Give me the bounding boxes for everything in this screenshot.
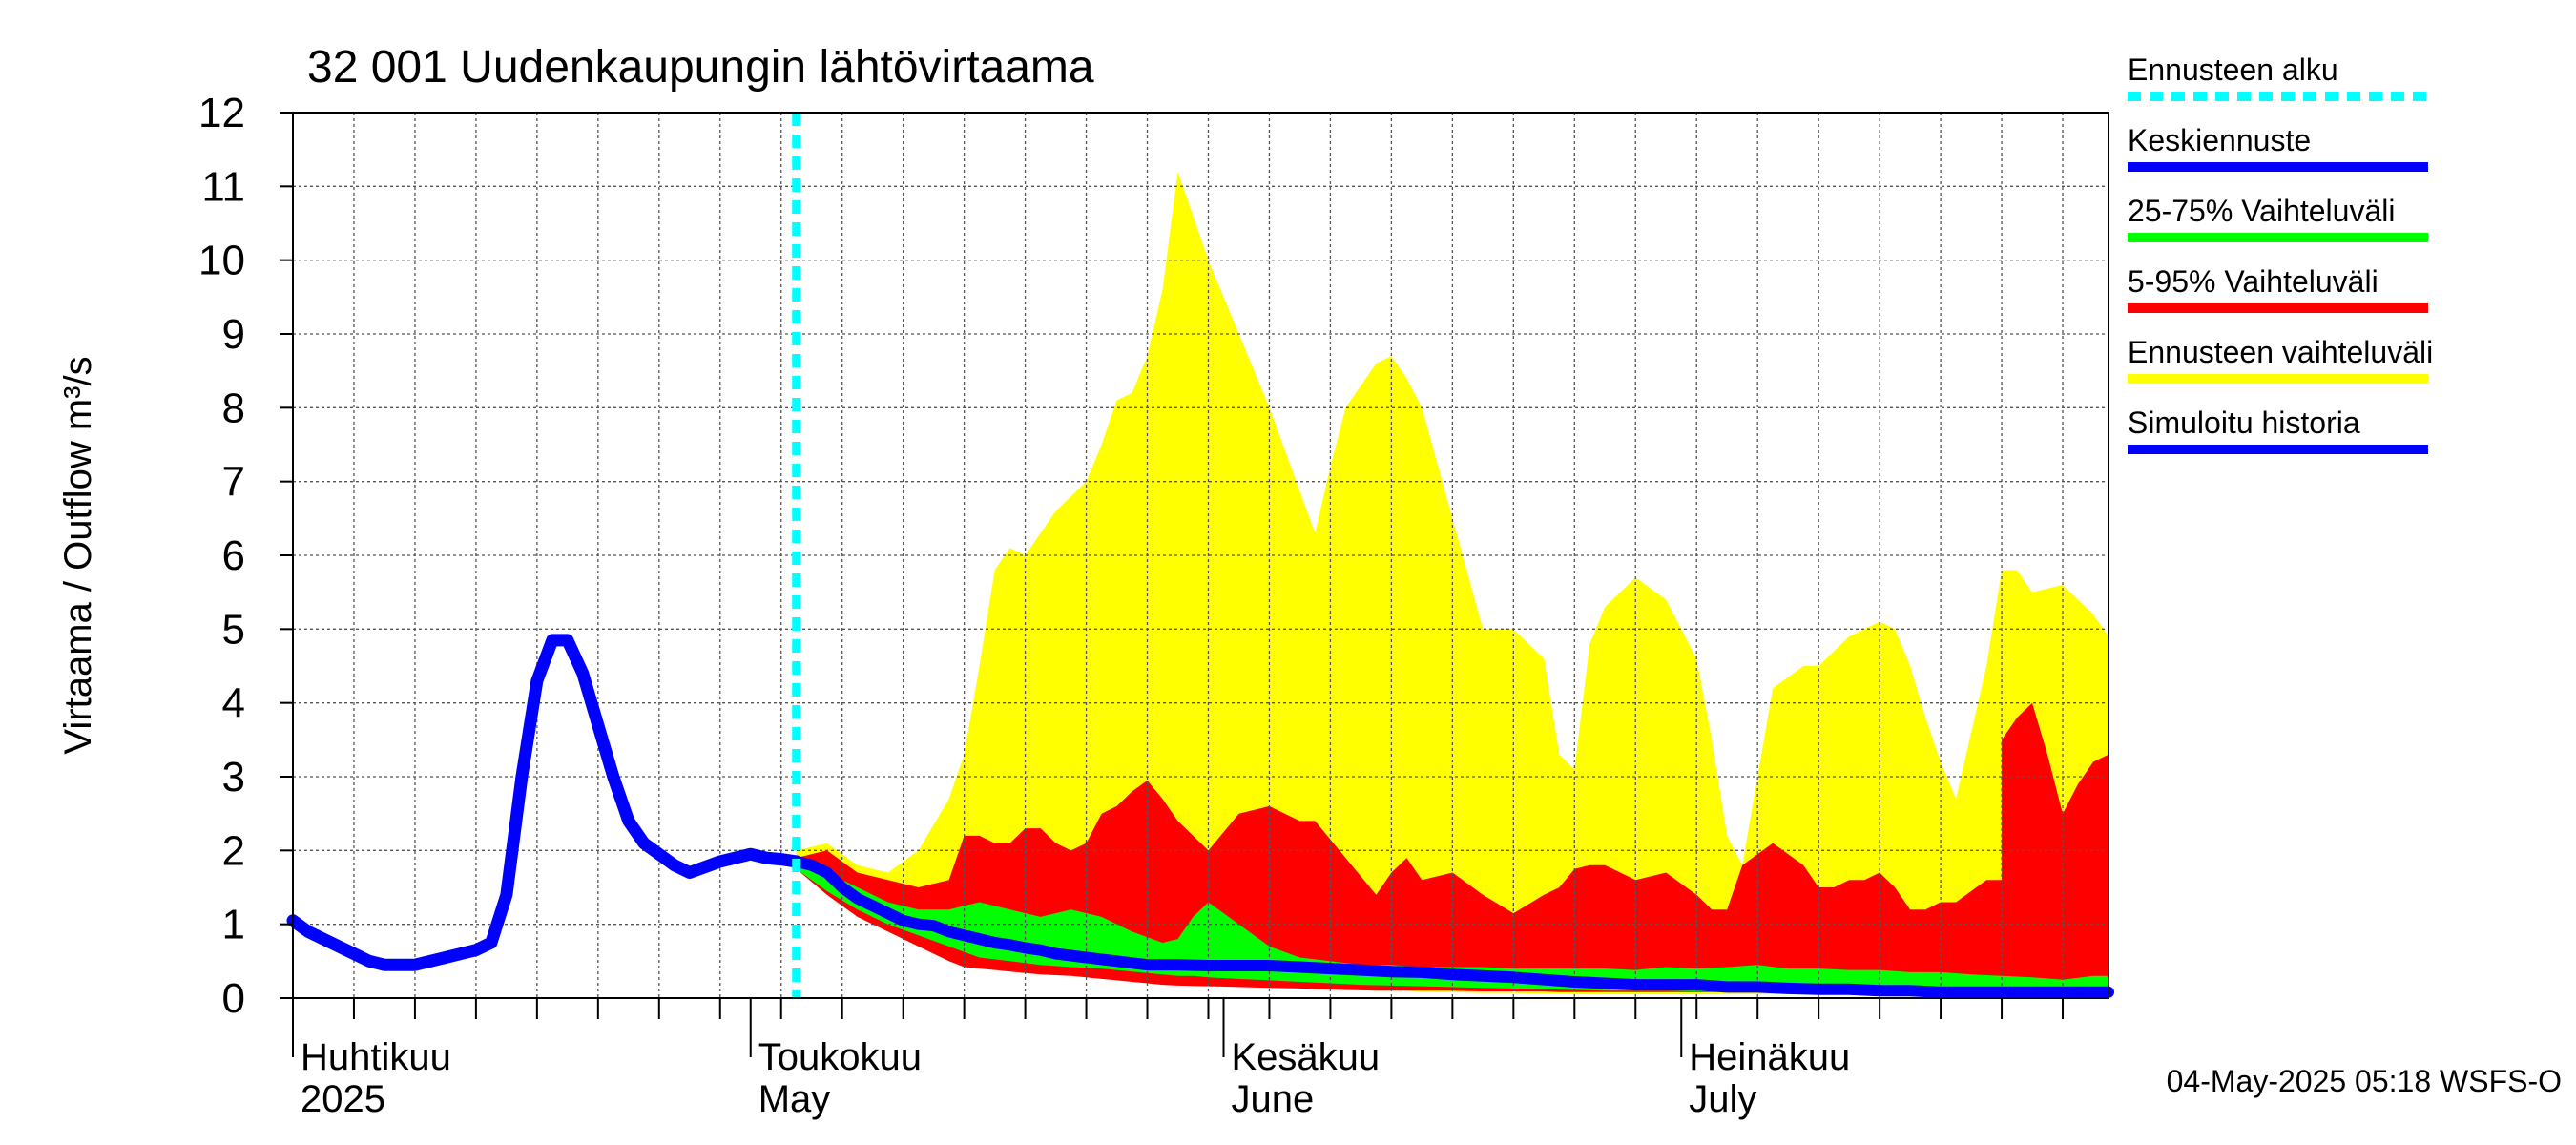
x-month-label: Heinäkuu — [1689, 1036, 1850, 1078]
legend: Ennusteen alku Keskiennuste 25-75% Vaihtel… — [2128, 52, 2433, 454]
legend-label: Keskiennuste — [2128, 123, 2311, 157]
series-lines — [286, 113, 2114, 998]
legend-label: Ennusteen alku — [2128, 52, 2338, 87]
x-month-label: Kesäkuu — [1231, 1036, 1380, 1078]
legend-label: 5-95% Vaihteluväli — [2128, 264, 2379, 299]
chart-title: 32 001 Uudenkaupungin lähtövirtaama — [307, 42, 1094, 93]
legend-label: 25-75% Vaihteluväli — [2128, 194, 2395, 228]
y-tick-label: 3 — [222, 754, 245, 801]
footer-timestamp: 04-May-2025 05:18 WSFS-O — [2167, 1064, 2562, 1098]
x-month-label: Toukokuu — [758, 1036, 922, 1078]
x-month-label: Huhtikuu — [301, 1036, 451, 1078]
series-line-5 — [286, 634, 803, 971]
y-tick-label: 12 — [198, 90, 245, 136]
x-month-sublabel: June — [1231, 1078, 1314, 1120]
series-line-4 — [790, 855, 2114, 998]
y-tick-label: 10 — [198, 238, 245, 284]
y-tick-label: 2 — [222, 827, 245, 874]
y-tick-label: 4 — [222, 680, 245, 727]
x-month-sublabel: May — [758, 1078, 831, 1120]
y-tick-label: 7 — [222, 459, 245, 506]
y-tick-label: 9 — [222, 311, 245, 358]
y-tick-label: 0 — [222, 975, 245, 1022]
y-tick-label: 8 — [222, 385, 245, 431]
legend-label: Simuloitu historia — [2128, 406, 2360, 440]
y-tick-label: 11 — [201, 163, 245, 210]
y-axis-label: Virtaama / Outflow m³/s — [57, 356, 99, 754]
band-2 — [2002, 702, 2109, 988]
grid-lines — [293, 113, 2109, 998]
y-tick-label: 5 — [222, 606, 245, 653]
legend-label: Ennusteen vaihteluväli — [2128, 335, 2433, 369]
x-month-sublabel: 2025 — [301, 1078, 385, 1120]
x-month-sublabel: July — [1689, 1078, 1756, 1120]
y-tick-label: 6 — [222, 532, 245, 579]
y-tick-label: 1 — [222, 902, 245, 948]
